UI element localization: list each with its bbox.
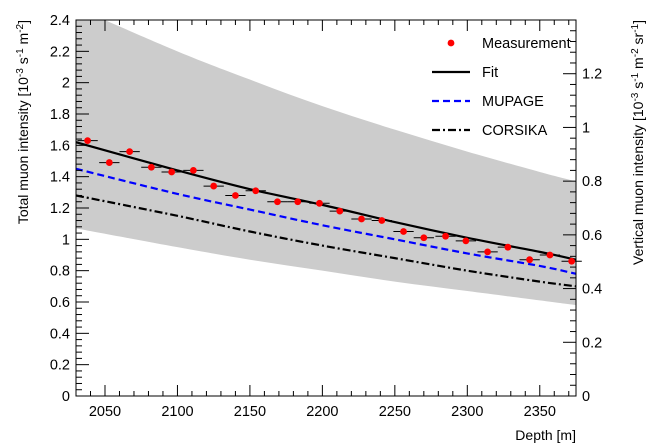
x-tick-label: 2200 xyxy=(306,404,338,420)
measurement-point xyxy=(568,257,576,265)
y-left-tick-label: 0.8 xyxy=(50,264,70,280)
y-left-tick-label: 0.4 xyxy=(50,326,70,342)
legend: Measurement Fit MUPAGE CORSIKA xyxy=(432,36,571,139)
measurement-point xyxy=(232,192,239,199)
y-left-tick-label: 2.4 xyxy=(50,13,70,29)
measurement-point xyxy=(336,207,344,215)
measurement-point xyxy=(147,163,155,171)
measurement-point xyxy=(504,243,512,251)
y-right-tick-label: 0.6 xyxy=(582,228,602,244)
y-right-tick-label: 0 xyxy=(582,389,590,405)
measurement-point xyxy=(378,217,386,224)
y-left-tick-label: 1 xyxy=(62,232,70,248)
y-right-tick-label: 0.8 xyxy=(582,174,602,190)
x-tick-label: 2100 xyxy=(161,404,193,420)
y-right-tick-label: 1.2 xyxy=(582,67,602,83)
measurement-point xyxy=(442,232,449,240)
x-tick-label: 2050 xyxy=(89,404,121,420)
measurement-point xyxy=(105,159,113,166)
y-left-tick-label: 1.6 xyxy=(50,138,70,154)
x-axis-title: Depth [m] xyxy=(515,427,576,443)
y-right-tick-label: 0.2 xyxy=(582,335,602,351)
measurement-point xyxy=(462,237,470,245)
fit-line xyxy=(76,141,576,261)
mupage-line xyxy=(76,167,576,275)
measurement-point xyxy=(316,199,323,207)
x-tick-label: 2250 xyxy=(379,404,411,420)
right-y-axis-title: Vertical muon intensity [10-3 s-1 m-2 sr… xyxy=(630,20,647,265)
measurement-point xyxy=(126,148,134,156)
left-y-axis-title: Total muon intensity [10-3 s-1 m-2] xyxy=(15,20,32,224)
y-right-tick-label: 1 xyxy=(582,120,590,136)
y-left-tick-label: 1.8 xyxy=(50,107,70,123)
measurement-point xyxy=(210,182,218,190)
legend-label-fit: Fit xyxy=(482,65,498,81)
uncertainty-band xyxy=(76,20,576,306)
measurement-point xyxy=(168,168,176,176)
measurement-point xyxy=(84,137,91,145)
measurement-point xyxy=(252,187,260,195)
y-left-tick-label: 0 xyxy=(62,389,70,405)
x-tick-label: 2350 xyxy=(524,404,556,420)
measurement-points-layer xyxy=(77,137,582,265)
measurement-point xyxy=(484,248,491,256)
x-tick-label: 2150 xyxy=(234,404,266,420)
y-right-tick-label: 0.4 xyxy=(582,282,602,298)
model-lines-layer xyxy=(76,141,576,288)
y-left-tick-label: 0.2 xyxy=(50,358,70,374)
y-left-tick-label: 1.4 xyxy=(50,170,70,186)
measurement-point xyxy=(400,228,407,235)
x-tick-label: 2300 xyxy=(451,404,483,420)
measurement-point xyxy=(189,167,197,174)
axes-layer: 2050 2100 2150 2200 2250 2300 2350 0 0.2 0.4 0.6 0.… xyxy=(50,13,602,420)
uncertainty-band-layer xyxy=(76,20,576,306)
measurement-point xyxy=(546,251,554,259)
legend-label-mupage: MUPAGE xyxy=(482,94,544,110)
corsika-line xyxy=(76,194,576,288)
measurement-point xyxy=(526,256,534,264)
measurement-point xyxy=(274,198,281,206)
y-left-tick-label: 2.2 xyxy=(50,44,70,60)
legend-label-corsika: CORSIKA xyxy=(482,123,548,139)
y-left-tick-label: 0.6 xyxy=(50,295,70,311)
y-left-tick-label: 1.2 xyxy=(50,201,70,217)
measurement-point xyxy=(294,198,302,206)
measurement-point xyxy=(420,234,428,242)
legend-marker-measurement xyxy=(447,39,455,47)
measurement-point xyxy=(358,215,365,223)
y-left-tick-label: 2 xyxy=(62,76,70,92)
legend-label-measurement: Measurement xyxy=(482,36,571,52)
